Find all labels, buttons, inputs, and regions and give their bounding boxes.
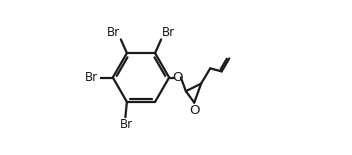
Text: Br: Br <box>120 118 133 131</box>
Text: Br: Br <box>107 26 120 39</box>
Text: O: O <box>189 104 200 117</box>
Text: O: O <box>172 71 183 84</box>
Text: Br: Br <box>162 26 175 39</box>
Text: Br: Br <box>85 71 98 84</box>
